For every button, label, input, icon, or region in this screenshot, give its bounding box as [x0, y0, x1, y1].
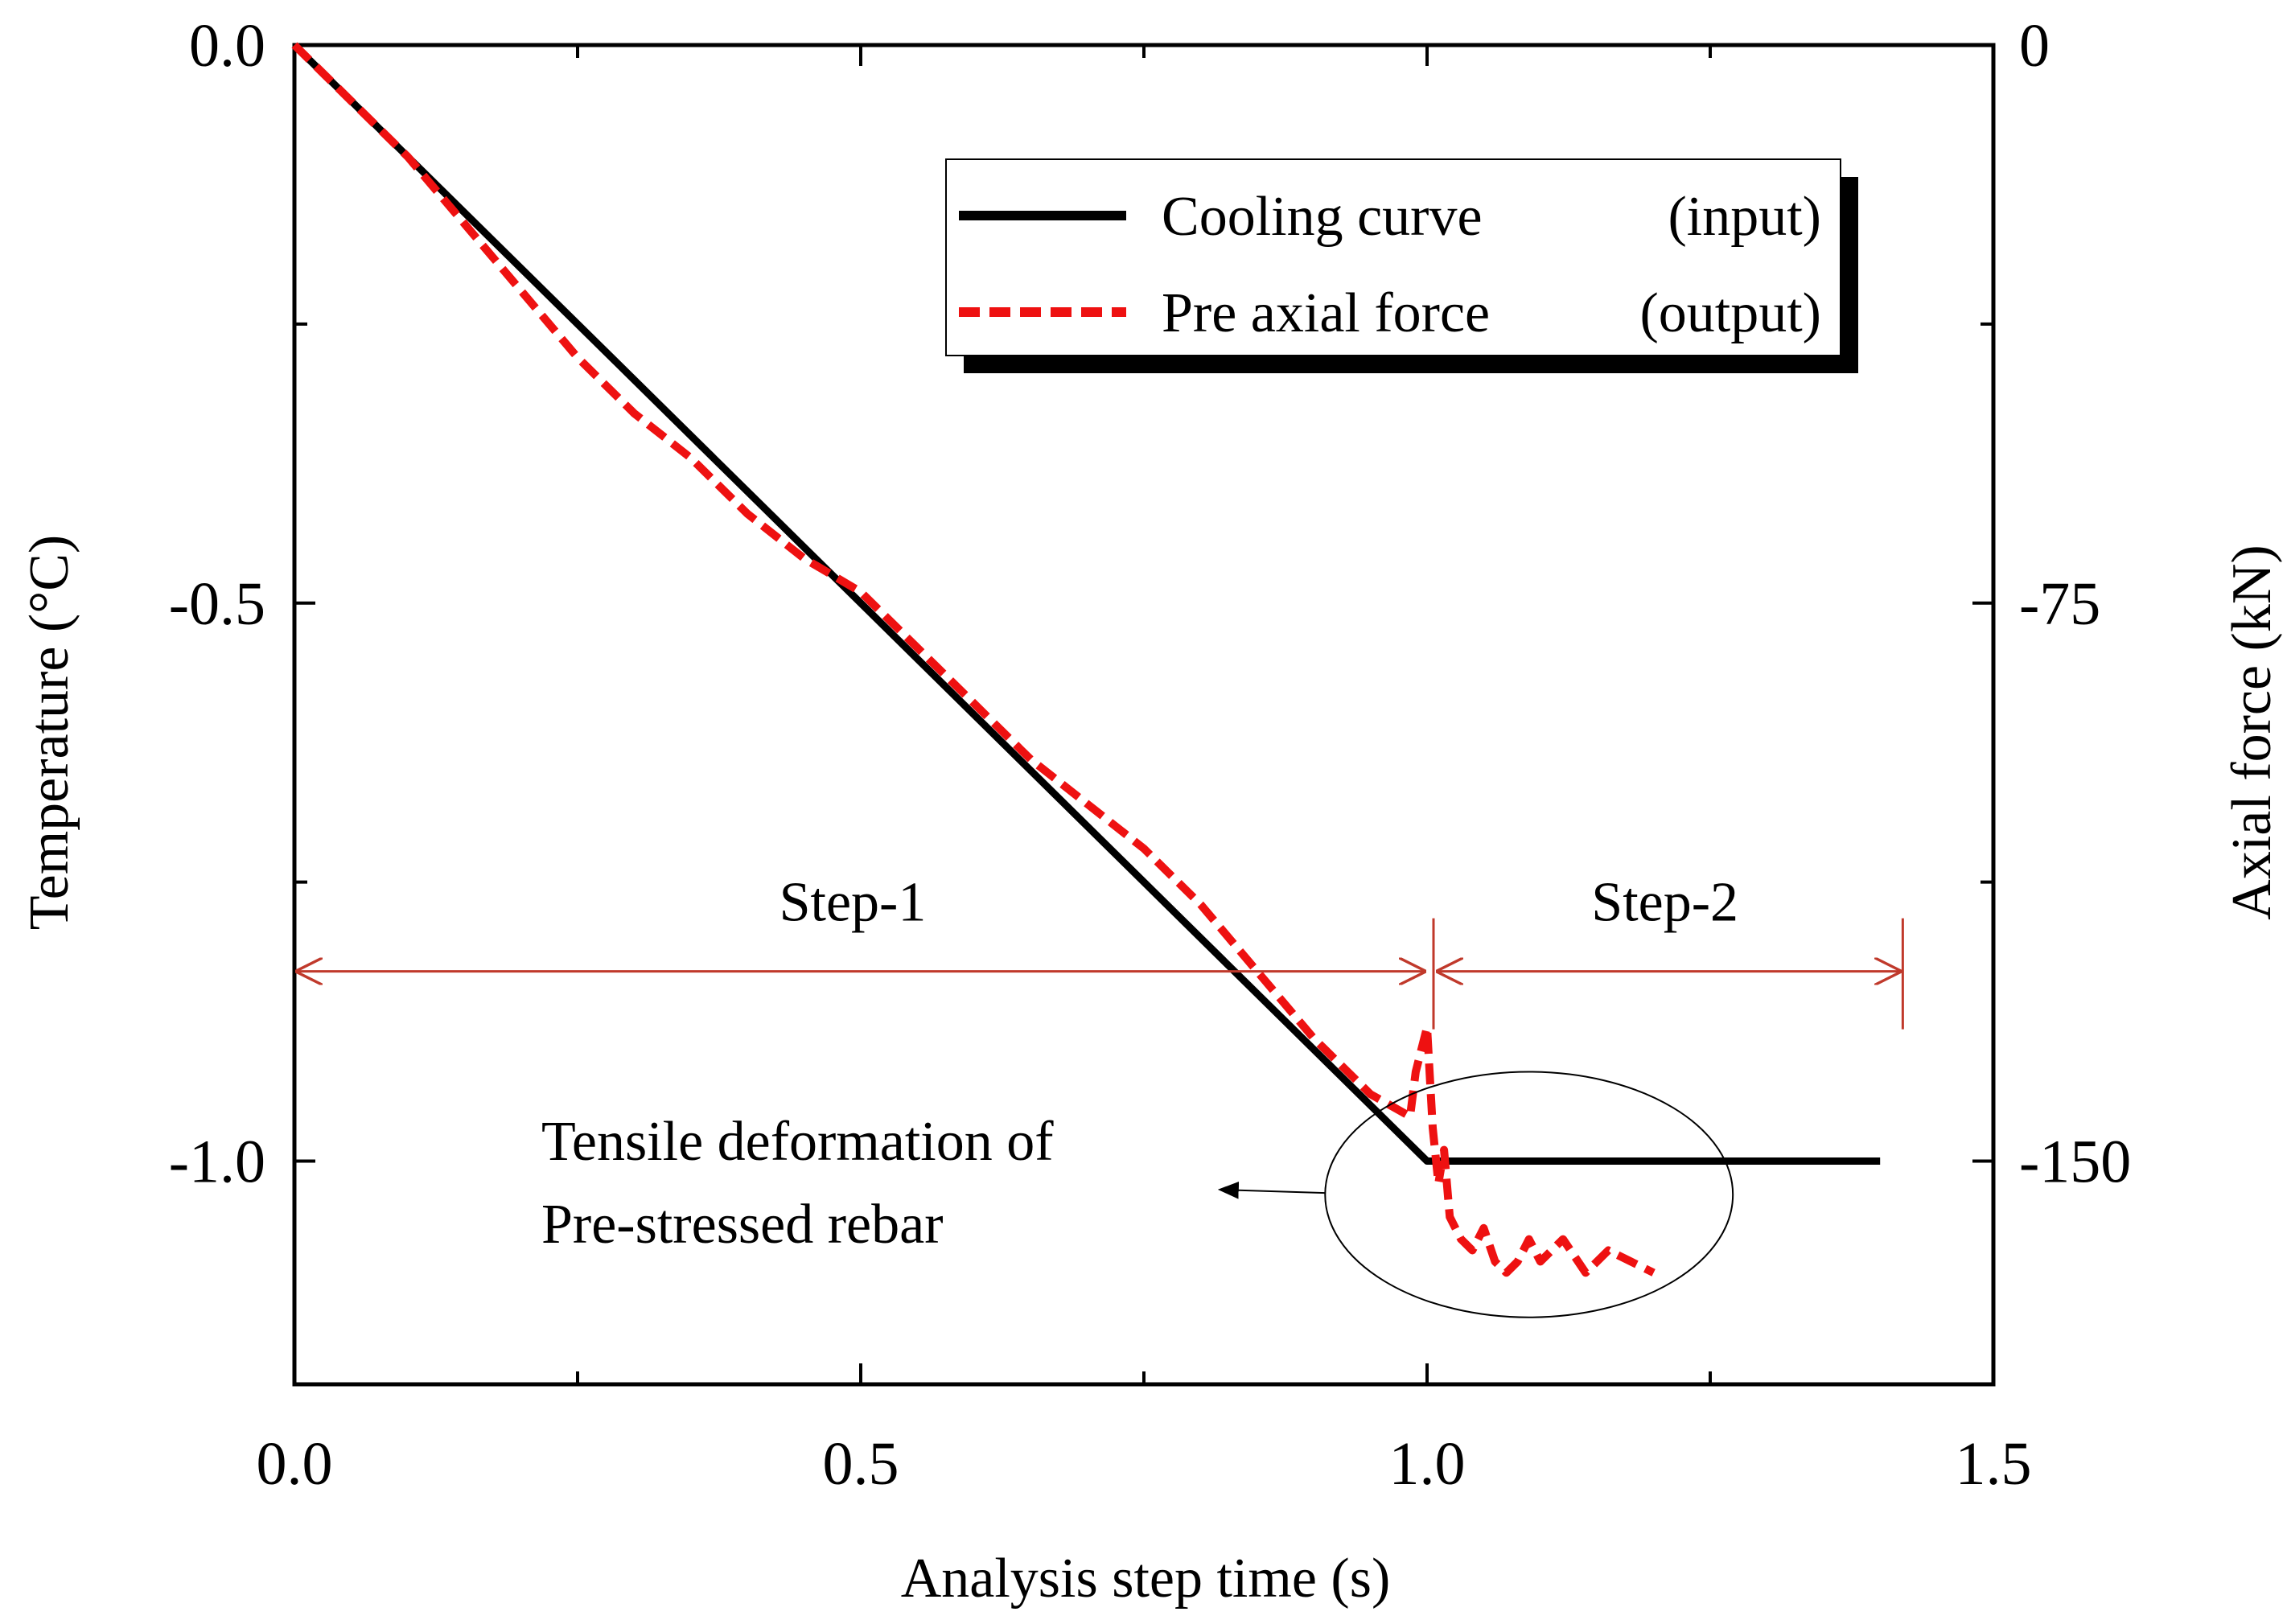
tensile-ellipse: [1324, 1071, 1734, 1318]
tensile-note-line1: Tensile deformation of: [541, 1111, 1054, 1173]
axes-layer: 0.0 0.5 1.0 1.5 0.0 -0.5 -1.0 0 -75 -150 Analysis …: [19, 12, 2283, 1610]
legend: Cooling curve (input) Pre axial force (outp…: [945, 158, 1858, 373]
y-tick-label: -1.0: [169, 1129, 265, 1196]
x-tick-label: 0.5: [823, 1430, 899, 1498]
step-1-label: Step-1: [779, 872, 927, 934]
legend-box: [945, 158, 1841, 356]
y2-tick-label: 0: [2019, 12, 2050, 80]
y2-tick-label: -150: [2019, 1129, 2131, 1196]
y-tick-label: 0.0: [189, 12, 265, 80]
x-tick-label: 0.0: [257, 1430, 333, 1498]
x-tick-label: 1.5: [1956, 1430, 2032, 1498]
tensile-pointer-arrow: [1217, 1181, 1326, 1199]
y2-axis-title: Axial force (kN): [2221, 545, 2283, 919]
y-tick-label: -0.5: [169, 570, 265, 638]
x-tick-label: 1.0: [1389, 1430, 1466, 1498]
series-line-cooling-curve: [291, 42, 1881, 1165]
x-axis-title: Analysis step time (s): [901, 1548, 1391, 1610]
legend-label-pre-axial-force: Pre axial force: [1162, 282, 1490, 344]
annotation-layer: Step-1 Step-2 Tensile deformation of Pre-st…: [298, 872, 1904, 1318]
legend-tag-input: (input): [1668, 186, 1821, 248]
tensile-note-line2: Pre-stressed rebar: [541, 1194, 944, 1256]
y2-tick-label: -75: [2019, 570, 2100, 638]
y-axis-title: Temperature (°C): [19, 535, 80, 930]
legend-label-cooling-curve: Cooling curve: [1162, 186, 1483, 248]
step-2-label: Step-2: [1591, 872, 1738, 934]
legend-tag-output: (output): [1639, 282, 1821, 344]
